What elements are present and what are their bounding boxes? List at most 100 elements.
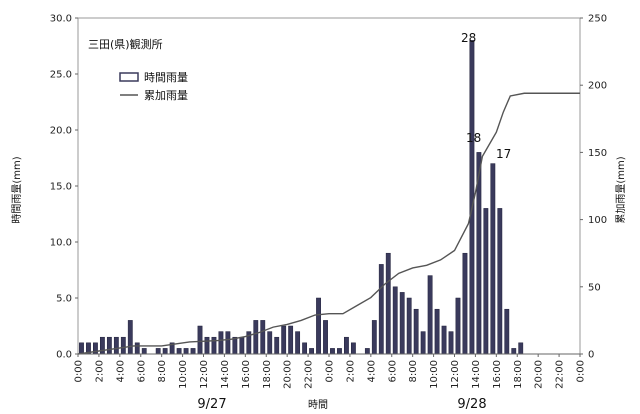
legend-bar-swatch — [119, 72, 139, 82]
bar-hour-37 — [337, 348, 342, 355]
date-label-0928: 9/28 — [457, 397, 486, 412]
bar-hour-60 — [497, 208, 503, 355]
legend-bar-label: 時間雨量 — [144, 71, 188, 84]
bar-hour-4 — [106, 336, 112, 355]
x-tick-label-14: 4:00 — [366, 360, 377, 382]
bar-hour-42 — [371, 320, 377, 355]
x-tick-label-10: 20:00 — [283, 360, 294, 389]
bar-hour-8 — [134, 342, 140, 355]
bar-hour-21 — [225, 331, 231, 355]
x-tick-label-7: 14:00 — [220, 360, 231, 389]
bar-hour-29 — [281, 325, 287, 355]
bar-hour-18 — [204, 336, 210, 355]
bar-hour-58 — [483, 208, 489, 355]
bar-hour-34 — [316, 297, 321, 355]
x-tick-label-0: 0:00 — [74, 360, 85, 382]
bar-hour-59 — [490, 163, 496, 355]
x-tick-label-4: 8:00 — [157, 360, 168, 382]
y-left-tick-label-0: 0.0 — [56, 350, 72, 361]
axes-layer: 0.0 5.0 10.0 15.0 20.0 25.0 30.0 0 50 100 150 200 25… — [50, 14, 607, 389]
x-axis-title: 時間 — [308, 399, 328, 411]
bar-hour-22 — [232, 336, 238, 355]
date-label-0927: 9/27 — [197, 397, 226, 412]
bar-hour-6 — [120, 336, 126, 355]
bar-hour-32 — [302, 342, 308, 355]
x-tick-label-21: 18:00 — [513, 360, 524, 389]
bar-hour-30 — [288, 325, 294, 355]
x-tick-label-13: 2:00 — [345, 360, 356, 382]
y-right-tick-label-2: 100 — [588, 215, 607, 226]
bar-hour-54 — [455, 297, 461, 355]
x-tick-label-9: 18:00 — [262, 360, 273, 389]
annotation-17: 17 — [496, 147, 511, 161]
bar-hour-48 — [413, 308, 419, 355]
annotation-18: 18 — [466, 131, 481, 145]
bar-hour-12 — [162, 348, 168, 355]
cumulative-rainfall-line — [77, 92, 580, 355]
bar-hour-41 — [364, 348, 370, 355]
x-tick-label-15: 6:00 — [387, 360, 398, 382]
bar-hour-61 — [504, 308, 510, 355]
bar-hour-7 — [127, 320, 133, 355]
x-tick-label-22: 20:00 — [534, 360, 545, 389]
bar-hour-62 — [511, 348, 517, 355]
bar-hour-9 — [141, 348, 147, 355]
station-label: 三田(県)観測所 — [88, 37, 163, 51]
bar-hour-26 — [260, 320, 266, 355]
x-tick-label-24: 0:00 — [576, 360, 587, 382]
x-tick-label-3: 6:00 — [136, 360, 147, 382]
bar-hour-0 — [79, 342, 84, 355]
bar-hour-16 — [190, 348, 196, 355]
bar-hour-43 — [378, 264, 384, 355]
bar-hour-52 — [441, 325, 447, 355]
bar-hour-46 — [399, 292, 405, 355]
y-axis-right-title: 累加雨量(mm) — [615, 156, 627, 223]
bar-hour-55 — [462, 252, 468, 355]
bar-hour-50 — [427, 275, 433, 355]
x-tick-label-1: 2:00 — [94, 360, 105, 382]
bar-hour-20 — [218, 331, 224, 355]
bar-hour-33 — [309, 348, 314, 355]
bar-hour-28 — [274, 336, 280, 355]
bar-hour-51 — [434, 308, 440, 355]
bar-hour-23 — [239, 336, 245, 355]
y-left-tick-label-4: 20.0 — [50, 126, 72, 137]
x-tick-label-19: 14:00 — [471, 360, 482, 389]
legend-line-label: 累加雨量 — [144, 89, 188, 102]
y-right-tick-label-5: 250 — [588, 14, 607, 25]
x-tick-label-16: 8:00 — [408, 360, 419, 382]
y-left-tick-label-1: 5.0 — [56, 294, 72, 305]
y-right-tick-label-0: 0 — [588, 350, 594, 361]
bar-hour-39 — [350, 342, 356, 355]
y-right-tick-label-1: 50 — [588, 282, 601, 293]
bar-hour-49 — [420, 331, 426, 355]
bar-hour-53 — [448, 331, 454, 355]
y-left-tick-label-6: 30.0 — [50, 14, 72, 25]
y-axis-left-title: 時間雨量(mm) — [11, 156, 23, 223]
bars-layer — [79, 40, 524, 355]
y-right-tick-label-4: 200 — [588, 81, 607, 92]
x-tick-label-20: 16:00 — [492, 360, 503, 389]
bar-hour-47 — [406, 297, 412, 355]
x-tick-label-5: 10:00 — [178, 360, 189, 389]
bar-hour-5 — [113, 336, 119, 355]
x-tick-label-11: 22:00 — [304, 360, 315, 389]
legend: 時間雨量 累加雨量 — [119, 71, 188, 102]
bar-hour-11 — [155, 348, 161, 355]
y-left-tick-label-2: 10.0 — [50, 238, 72, 249]
x-tick-label-17: 10:00 — [429, 360, 440, 389]
x-tick-label-2: 4:00 — [115, 360, 126, 382]
bar-hour-27 — [267, 331, 273, 355]
bar-hour-15 — [183, 348, 189, 355]
bar-hour-45 — [392, 286, 398, 355]
x-tick-label-12: 0:00 — [325, 360, 336, 382]
bar-hour-44 — [385, 252, 391, 355]
bar-hour-17 — [197, 325, 203, 355]
bar-hour-3 — [99, 336, 105, 355]
y-right-tick-label-3: 150 — [588, 148, 607, 159]
annotation-peak-28: 28 — [461, 31, 476, 45]
bar-hour-35 — [323, 320, 328, 355]
bar-hour-31 — [295, 331, 301, 355]
